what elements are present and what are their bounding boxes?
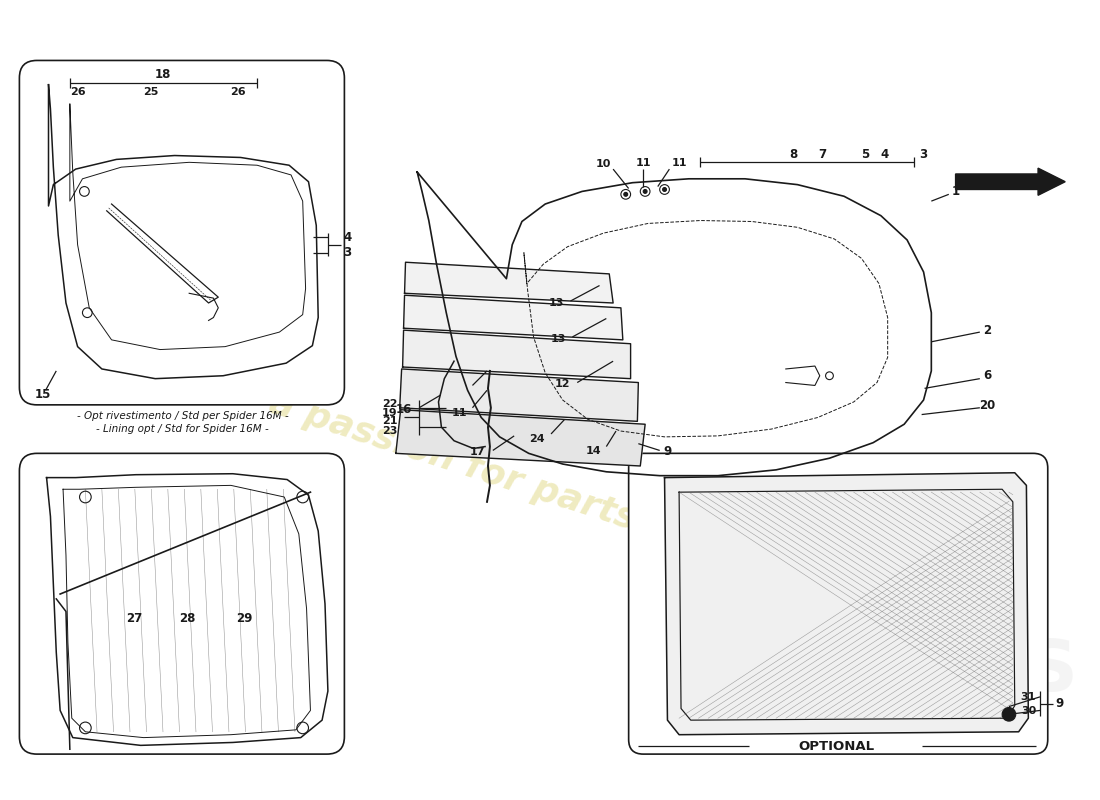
Text: 29: 29: [236, 612, 253, 625]
Text: 13: 13: [548, 298, 563, 308]
Text: 1: 1: [952, 185, 959, 198]
Circle shape: [644, 190, 647, 194]
Text: 5: 5: [861, 148, 869, 161]
Text: - Lining opt / Std for Spider 16M -: - Lining opt / Std for Spider 16M -: [96, 424, 268, 434]
Polygon shape: [404, 295, 623, 340]
Text: 13: 13: [550, 334, 565, 344]
Text: 9: 9: [663, 445, 672, 458]
Text: 3: 3: [343, 246, 351, 259]
FancyArrow shape: [956, 168, 1065, 195]
Polygon shape: [403, 330, 630, 378]
Text: 12: 12: [554, 379, 571, 390]
Polygon shape: [664, 473, 1028, 734]
Text: 15: 15: [34, 388, 51, 401]
FancyBboxPatch shape: [628, 454, 1047, 754]
Text: 19: 19: [382, 408, 398, 418]
FancyBboxPatch shape: [20, 61, 344, 405]
Text: 2: 2: [983, 324, 992, 337]
Text: 8: 8: [790, 148, 798, 161]
Text: 30: 30: [1021, 706, 1036, 717]
Text: 11: 11: [452, 408, 468, 418]
Text: 25: 25: [143, 87, 158, 98]
Text: 28: 28: [179, 612, 196, 625]
Text: 16: 16: [396, 403, 412, 416]
Text: 17: 17: [470, 447, 485, 458]
Text: 26: 26: [69, 87, 86, 98]
Text: 18: 18: [155, 67, 172, 81]
Text: 27: 27: [125, 612, 142, 625]
Text: PARTS: PARTS: [823, 637, 1079, 706]
Text: OPTIONAL: OPTIONAL: [799, 740, 875, 753]
Text: - Opt rivestimento / Std per Spider 16M -: - Opt rivestimento / Std per Spider 16M …: [77, 410, 288, 421]
Text: 11: 11: [636, 158, 651, 168]
Polygon shape: [405, 262, 613, 303]
Text: 10: 10: [596, 159, 612, 170]
Text: 20: 20: [979, 399, 996, 412]
Text: 4: 4: [343, 231, 351, 245]
Polygon shape: [399, 369, 638, 422]
Text: 23: 23: [383, 426, 398, 436]
Text: 31: 31: [1021, 692, 1036, 702]
Text: 6: 6: [983, 370, 992, 382]
Text: 4: 4: [881, 148, 889, 161]
Text: 3: 3: [920, 148, 927, 161]
Text: a passion for parts since 1985: a passion for parts since 1985: [265, 386, 860, 608]
Circle shape: [1002, 707, 1015, 721]
Text: 11: 11: [671, 158, 686, 168]
Text: 9: 9: [1055, 697, 1064, 710]
Text: 24: 24: [529, 434, 546, 444]
Text: 14: 14: [586, 446, 602, 457]
FancyBboxPatch shape: [20, 454, 344, 754]
Text: 7: 7: [818, 148, 827, 161]
Text: 22: 22: [383, 399, 398, 409]
Circle shape: [662, 187, 667, 191]
Circle shape: [624, 192, 628, 196]
Text: 21: 21: [383, 416, 398, 426]
Text: 26: 26: [230, 87, 245, 98]
Polygon shape: [396, 410, 645, 466]
